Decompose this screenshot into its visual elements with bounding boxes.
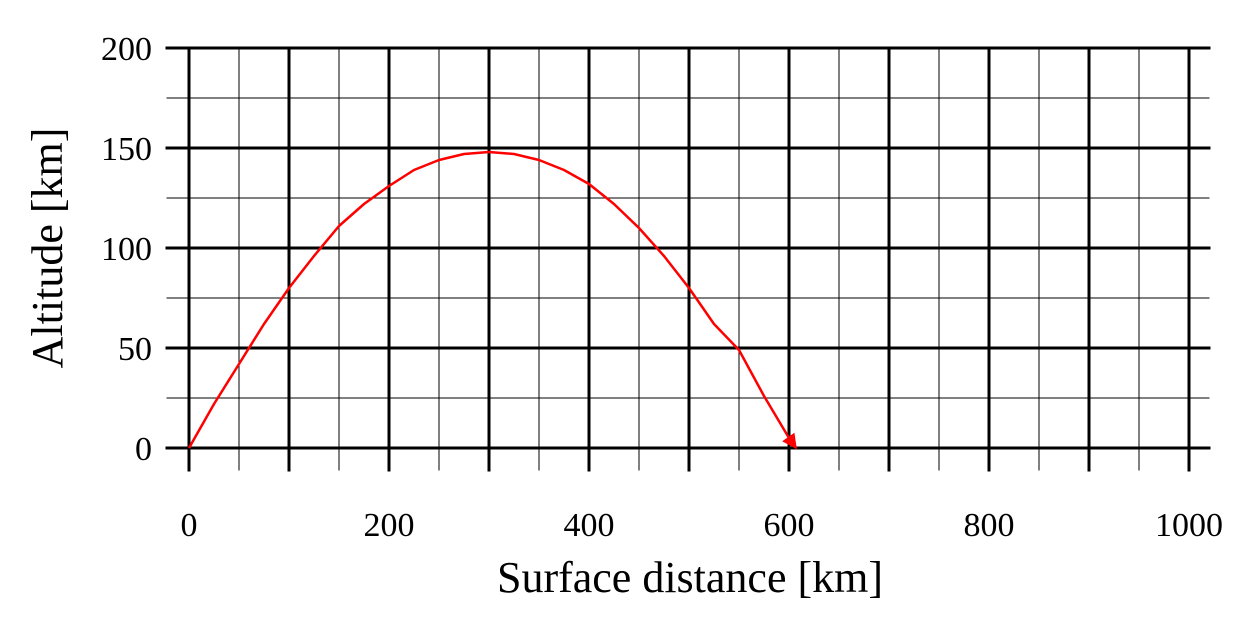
y-tick-label: 100 xyxy=(101,231,152,268)
series-layer xyxy=(187,150,798,450)
x-tick-label: 400 xyxy=(564,507,615,544)
y-tick-label: 50 xyxy=(118,331,152,368)
y-tick-label: 200 xyxy=(101,31,152,68)
y-tick-label: 0 xyxy=(135,431,152,468)
trajectory-line xyxy=(187,150,798,450)
x-tick-label: 200 xyxy=(364,507,415,544)
y-tick-label: 150 xyxy=(101,131,152,168)
tick-labels: 0 200 400 600 800 1000 0 50 100 150 200 xyxy=(101,31,1223,544)
major-grid xyxy=(165,46,1211,472)
x-tick-label: 800 xyxy=(964,507,1015,544)
x-tick-label: 600 xyxy=(764,507,815,544)
x-axis-title: Surface distance [km] xyxy=(497,553,883,602)
x-tick-label: 0 xyxy=(181,507,198,544)
x-tick-label: 1000 xyxy=(1155,507,1223,544)
y-axis-title: Altitude [km] xyxy=(23,128,72,369)
